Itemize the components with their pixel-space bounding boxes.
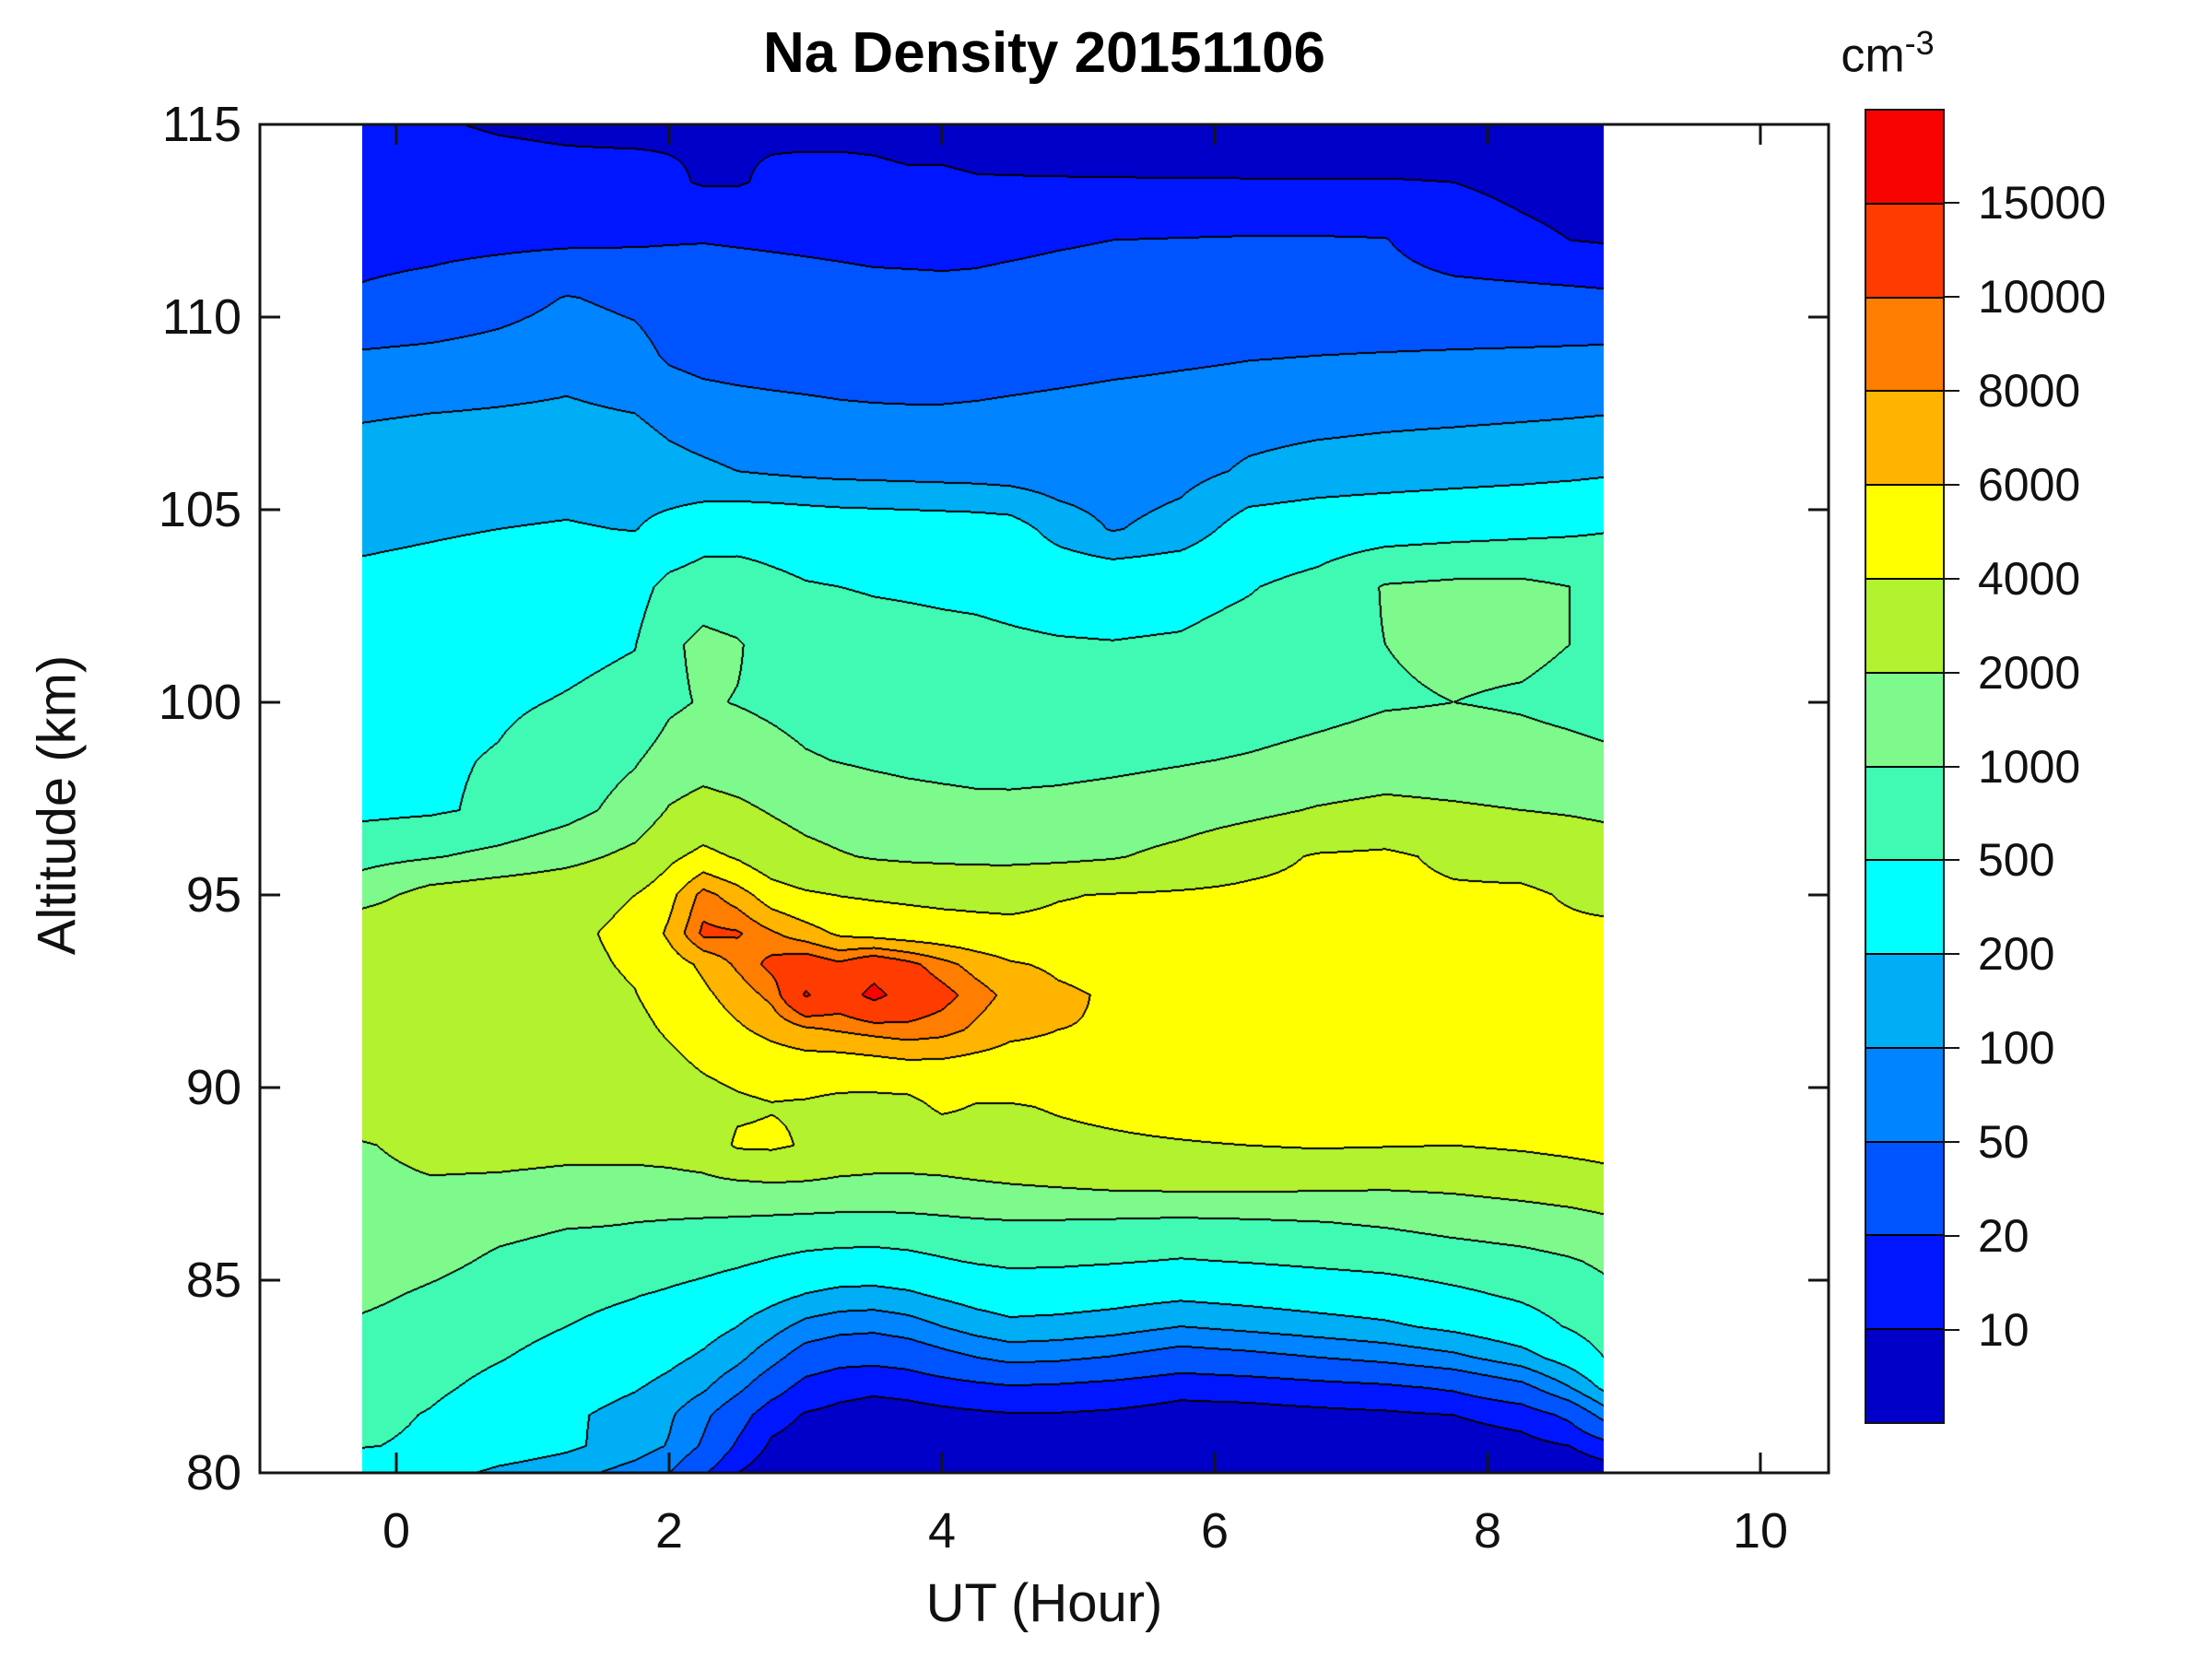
contour-heatmap (362, 124, 1604, 1473)
colorbar-segment (1866, 111, 1943, 203)
y-tick-label: 100 (158, 675, 241, 730)
colorbar-tick-label: 10 (1978, 1304, 2030, 1357)
y-tick-label: 95 (185, 867, 241, 923)
colorbar-segment (1866, 202, 1943, 297)
colorbar-segment (1866, 953, 1943, 1047)
colorbar-unit-exponent: -3 (1904, 24, 1935, 62)
colorbar-tick-mark (1945, 389, 1959, 392)
colorbar-tick-mark (1945, 201, 1959, 204)
y-tick-label: 110 (161, 289, 241, 345)
colorbar-tick-label: 200 (1978, 928, 2055, 981)
x-tick-label: 2 (654, 1503, 684, 1559)
colorbar-segment (1866, 1234, 1943, 1329)
colorbar-tick-mark (1945, 1235, 1959, 1238)
x-tick-label: 8 (1473, 1503, 1502, 1559)
y-tick-label: 115 (161, 97, 241, 152)
colorbar-segment (1866, 859, 1943, 954)
colorbar-tick-label: 20 (1978, 1210, 2030, 1263)
colorbar-segment (1866, 1328, 1943, 1422)
x-axis-label: UT (Hour) (925, 1573, 1163, 1633)
colorbar-tick-mark (1945, 483, 1959, 486)
colorbar-tick-label: 15000 (1978, 176, 2107, 229)
colorbar-tick-mark (1945, 1329, 1959, 1332)
colorbar-tick-label: 4000 (1978, 552, 2081, 605)
y-axis-label: Altitude (km) (27, 654, 88, 956)
colorbar-tick-label: 50 (1978, 1116, 2030, 1169)
colorbar (1865, 109, 1945, 1424)
colorbar-segment (1866, 484, 1943, 578)
colorbar-unit-label: cm-3 (1805, 24, 1971, 83)
colorbar-tick-mark (1945, 859, 1959, 862)
x-tick-label: 0 (382, 1503, 411, 1559)
colorbar-tick-mark (1945, 1141, 1959, 1144)
colorbar-tick-mark (1945, 671, 1959, 674)
colorbar-segment (1866, 1046, 1943, 1141)
colorbar-tick-mark (1945, 1047, 1959, 1050)
colorbar-unit-base: cm (1841, 29, 1905, 83)
colorbar-segment (1866, 296, 1943, 391)
y-tick-label: 90 (185, 1060, 241, 1115)
colorbar-segment (1866, 671, 1943, 766)
colorbar-tick-label: 6000 (1978, 458, 2081, 511)
colorbar-tick-label: 1000 (1978, 740, 2081, 793)
y-tick-label: 85 (185, 1253, 241, 1308)
x-tick-label: 6 (1200, 1503, 1230, 1559)
y-tick-label: 80 (185, 1445, 241, 1500)
colorbar-tick-label: 500 (1978, 834, 2055, 887)
y-tick-label: 105 (158, 482, 241, 537)
colorbar-tick-mark (1945, 765, 1959, 768)
x-tick-label: 10 (1732, 1503, 1789, 1559)
colorbar-tick-mark (1945, 577, 1959, 580)
colorbar-tick-label: 10000 (1978, 270, 2107, 323)
colorbar-segment (1866, 390, 1943, 485)
colorbar-tick-label: 8000 (1978, 364, 2081, 417)
colorbar-tick-label: 100 (1978, 1022, 2055, 1075)
colorbar-segment (1866, 1140, 1943, 1235)
colorbar-tick-mark (1945, 953, 1959, 956)
x-tick-label: 4 (927, 1503, 957, 1559)
plot-title: Na Density 20151106 (762, 21, 1326, 85)
colorbar-segment (1866, 577, 1943, 672)
colorbar-tick-mark (1945, 295, 1959, 298)
colorbar-segment (1866, 765, 1943, 860)
colorbar-tick-label: 2000 (1978, 646, 2081, 699)
